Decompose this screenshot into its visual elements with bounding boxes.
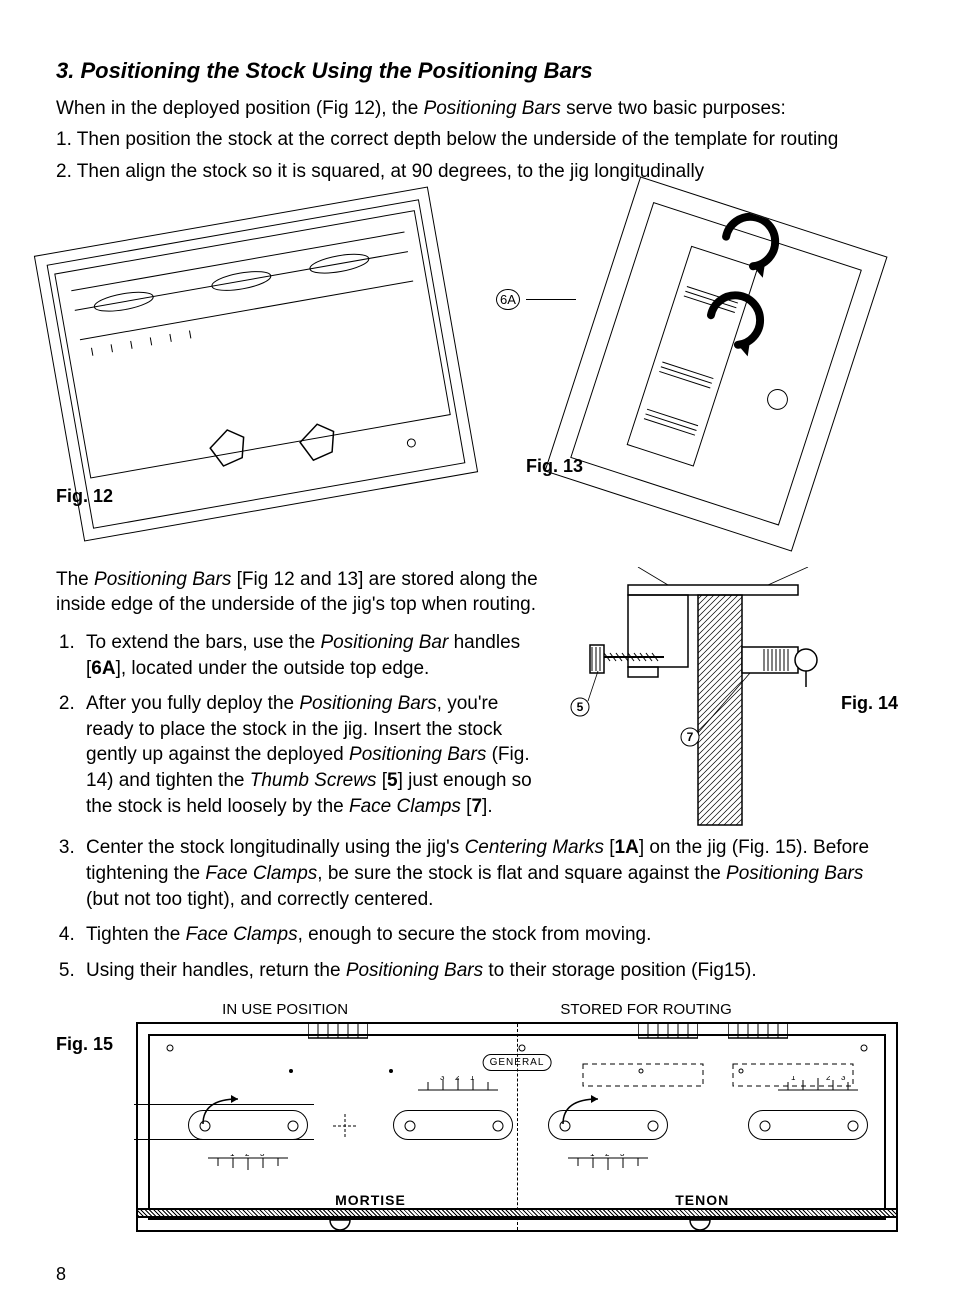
step3-c: [: [604, 837, 615, 858]
svg-text:2: 2: [455, 1076, 460, 1082]
svg-text:3: 3: [260, 1154, 265, 1158]
svg-text:3: 3: [620, 1154, 625, 1158]
purpose-list: 1. Then position the stock at the correc…: [56, 127, 898, 184]
fig14-container: 5 7 Fig. 14: [568, 567, 898, 830]
intro-positioning-bars: Positioning Bars: [424, 98, 561, 119]
step-4: Tighten the Face Clamps, enough to secur…: [80, 922, 898, 948]
step1-d: 6A: [91, 658, 115, 679]
page-number: 8: [56, 1262, 66, 1286]
svg-text:7: 7: [687, 730, 694, 744]
step2-j: Face Clamps: [349, 796, 461, 817]
fig13-container: 6A Fig. 13: [496, 209, 896, 539]
fig15-label: Fig. 15: [56, 1032, 113, 1056]
step3-a: Center the stock longitudinally using th…: [86, 837, 465, 858]
fig15-scale-bottom-right: 1 2 3: [568, 1154, 648, 1174]
svg-text:1: 1: [230, 1154, 235, 1158]
fig12-container: Fig. 12: [56, 209, 476, 539]
svg-text:2: 2: [245, 1154, 250, 1158]
callout-6a: 6A: [496, 289, 576, 311]
purpose-2: 2. Then align the stock so it is squared…: [56, 159, 898, 185]
mid-section: The Positioning Bars [Fig 12 and 13] are…: [56, 567, 898, 830]
mid-p1-a: The: [56, 569, 94, 590]
svg-text:1: 1: [791, 1076, 796, 1082]
fig15-tab-stored-a: [638, 1022, 698, 1042]
intro-text-a: When in the deployed position (Fig 12), …: [56, 98, 424, 119]
fig15-scale-top-right: 1 2 3: [778, 1076, 858, 1096]
svg-text:2: 2: [826, 1076, 831, 1082]
fig15-tab-inuse: [308, 1022, 368, 1042]
fig15-arrow-left: [198, 1094, 248, 1134]
svg-text:1: 1: [470, 1076, 475, 1082]
fig13-diagram: [544, 176, 887, 551]
mid-paragraph: The Positioning Bars [Fig 12 and 13] are…: [56, 567, 550, 618]
step3-f: Face Clamps: [205, 863, 317, 884]
step2-h: 5: [387, 770, 398, 791]
step-1: To extend the bars, use the Positioning …: [80, 630, 550, 681]
step-3: Center the stock longitudinally using th…: [80, 835, 898, 912]
step2-f: Thumb Screws: [250, 770, 377, 791]
step3-h: Positioning Bars: [726, 863, 863, 884]
fig15-tenon-label: TENON: [675, 1191, 729, 1210]
step4-b: Face Clamps: [186, 924, 298, 945]
fig15-label-stored: STORED FOR ROUTING: [560, 1000, 731, 1020]
fig15-tab-stored-b: [728, 1022, 788, 1042]
step3-d: 1A: [615, 837, 639, 858]
step2-g: [: [376, 770, 387, 791]
step-2: After you fully deploy the Positioning B…: [80, 691, 550, 819]
mid-text-column: The Positioning Bars [Fig 12 and 13] are…: [56, 567, 550, 830]
section-heading: 3. Positioning the Stock Using the Posit…: [56, 56, 898, 86]
step5-c: to their storage position (Fig15).: [483, 960, 757, 981]
step-5: Using their handles, return the Position…: [80, 958, 898, 984]
fig15-label-inuse: IN USE POSITION: [222, 1000, 348, 1020]
step4-a: Tighten the: [86, 924, 186, 945]
step3-b: Centering Marks: [465, 837, 604, 858]
fig15-brand: GENERAL: [483, 1054, 552, 1072]
fig12-label: Fig. 12: [56, 484, 113, 508]
intro-paragraph: When in the deployed position (Fig 12), …: [56, 96, 898, 122]
step2-l: 7: [471, 796, 482, 817]
step3-i: (but not too tight), and correctly cente…: [86, 889, 433, 910]
step4-c: , enough to secure the stock from moving…: [298, 924, 652, 945]
step3-g: , be sure the stock is flat and square a…: [317, 863, 726, 884]
step1-a: To extend the bars, use the: [86, 632, 321, 653]
steps-3-5: Center the stock longitudinally using th…: [56, 835, 898, 983]
step2-a: After you fully deploy the: [86, 693, 299, 714]
step1-b: Positioning Bar: [321, 632, 449, 653]
fig14-diagram: 5 7: [568, 567, 848, 827]
step2-d: Positioning Bars: [349, 744, 486, 765]
fig15-mortise-label: MORTISE: [335, 1191, 406, 1210]
svg-text:1: 1: [590, 1154, 595, 1158]
fig15-center-cross: [333, 1114, 357, 1138]
svg-text:3: 3: [841, 1076, 846, 1082]
step5-a: Using their handles, return the: [86, 960, 346, 981]
fig15-top-labels: IN USE POSITION STORED FOR ROUTING: [56, 1000, 898, 1020]
figure-row-12-13: Fig. 12 6A Fig. 13: [56, 209, 898, 539]
svg-text:3: 3: [440, 1076, 445, 1082]
intro-text-c: serve two basic purposes:: [561, 98, 786, 119]
svg-text:2: 2: [605, 1154, 610, 1158]
mid-p1-b: Positioning Bars: [94, 569, 231, 590]
fig15-container: IN USE POSITION STORED FOR ROUTING Fig. …: [56, 1000, 898, 1232]
step1-e: ], located under the outside top edge.: [116, 658, 430, 679]
fig14-label: Fig. 14: [841, 691, 898, 715]
fig15-arrow-right: [558, 1094, 608, 1134]
purpose-1: 1. Then position the stock at the correc…: [56, 127, 898, 153]
step2-b: Positioning Bars: [299, 693, 436, 714]
callout-6a-leader: [526, 299, 576, 300]
step5-b: Positioning Bars: [346, 960, 483, 981]
step2-k: [: [461, 796, 472, 817]
fig15-scale-bottom-left: 1 2 3: [208, 1154, 288, 1174]
step2-m: ].: [482, 796, 493, 817]
fig15-diagram: GENERAL 321 123 123 123 MO: [136, 1022, 898, 1232]
fig13-label: Fig. 13: [526, 454, 583, 478]
callout-6a-text: 6A: [496, 289, 520, 311]
svg-text:5: 5: [577, 700, 584, 714]
steps-1-2: To extend the bars, use the Positioning …: [56, 630, 550, 819]
fig15-scale-top-left: 3 2 1: [418, 1076, 498, 1096]
